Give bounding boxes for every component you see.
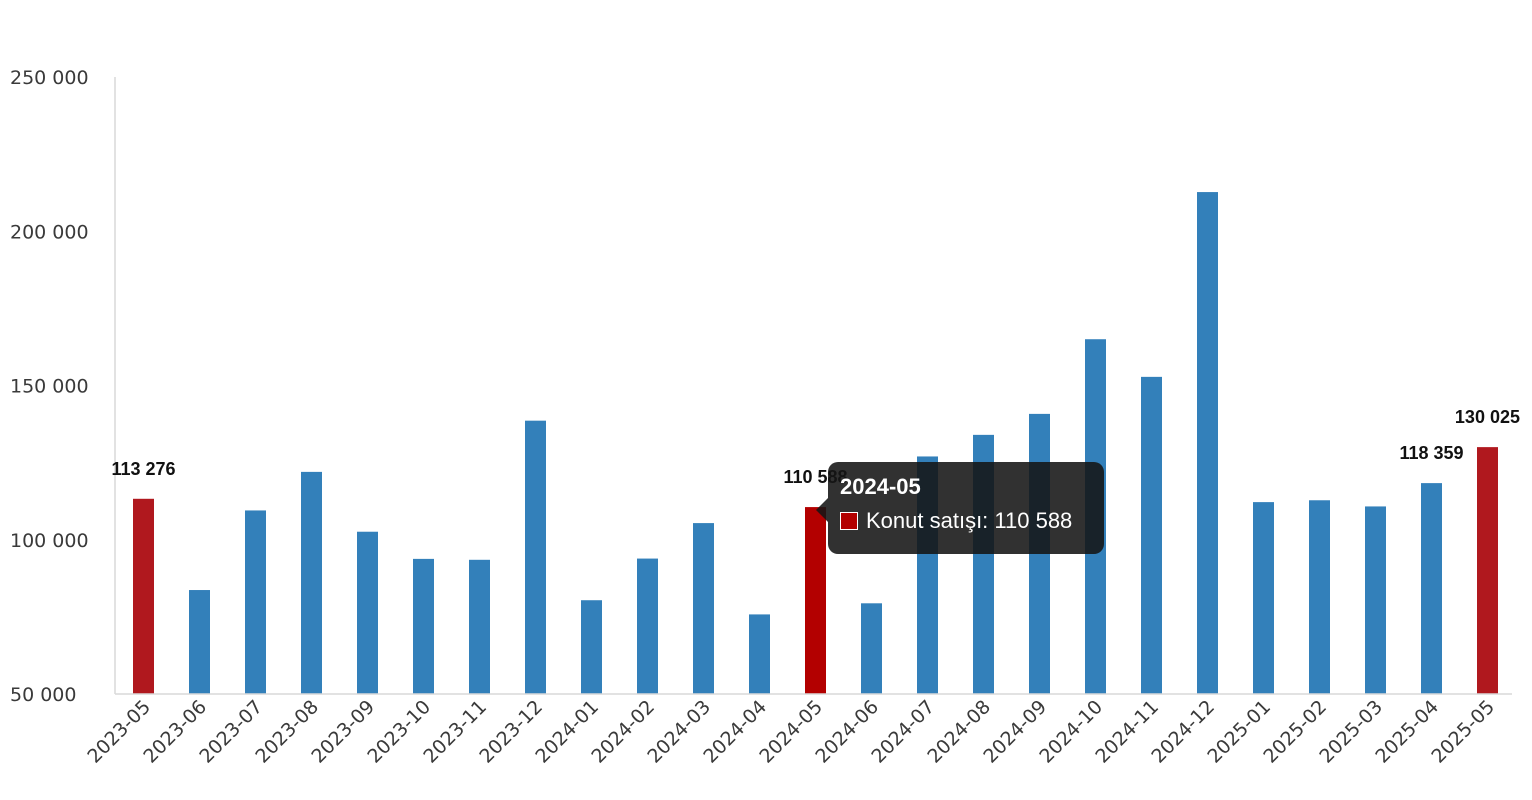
bar-2025-03[interactable]: [1365, 506, 1386, 694]
bar-2024-11[interactable]: [1141, 376, 1162, 694]
tooltip-title: 2024-05: [840, 474, 921, 499]
y-tick-label: 150 000: [10, 376, 89, 398]
bar-2023-08[interactable]: [301, 471, 322, 694]
data-label: 113 276: [111, 459, 175, 479]
bar-2024-05[interactable]: [805, 507, 826, 694]
bar-2025-02[interactable]: [1309, 500, 1330, 694]
x-axis: 2023-052023-062023-072023-082023-092023-…: [83, 693, 1512, 768]
bar-2023-12[interactable]: [525, 420, 546, 694]
bar-2024-03[interactable]: [693, 523, 714, 694]
tooltip-row: Konut satışı: 110 588: [840, 508, 1092, 534]
bar-2024-04[interactable]: [749, 614, 770, 694]
bar-2023-09[interactable]: [357, 531, 378, 694]
tooltip: 2024-05 Konut satışı: 110 588: [816, 462, 1104, 554]
y-tick-label: 200 000: [10, 221, 89, 243]
data-label: 130 025: [1455, 407, 1520, 427]
bar-2024-06[interactable]: [861, 603, 882, 694]
y-tick-label: 100 000: [10, 530, 89, 552]
y-tick-label: 50 000: [10, 684, 76, 706]
bar-2025-01[interactable]: [1253, 502, 1274, 694]
bar-2025-05[interactable]: [1477, 447, 1498, 694]
tooltip-swatch: [840, 512, 858, 530]
bar-2023-05[interactable]: [133, 498, 154, 694]
bar-2024-02[interactable]: [637, 558, 658, 694]
y-axis: 50 000 100 000 150 000 200 000 250 000: [10, 67, 116, 706]
data-label: 118 359: [1399, 443, 1463, 463]
y-tick-label: 250 000: [10, 67, 89, 89]
tooltip-caret: [816, 498, 828, 522]
bar-2024-12[interactable]: [1197, 192, 1218, 694]
bar-2023-07[interactable]: [245, 510, 266, 694]
bars: [133, 192, 1498, 694]
bar-2024-01[interactable]: [581, 600, 602, 694]
bar-2025-04[interactable]: [1421, 483, 1442, 694]
bar-2023-10[interactable]: [413, 558, 434, 694]
tooltip-label: Konut satışı: 110 588: [866, 508, 1073, 533]
bar-2023-11[interactable]: [469, 559, 490, 694]
bar-2023-06[interactable]: [189, 590, 210, 694]
